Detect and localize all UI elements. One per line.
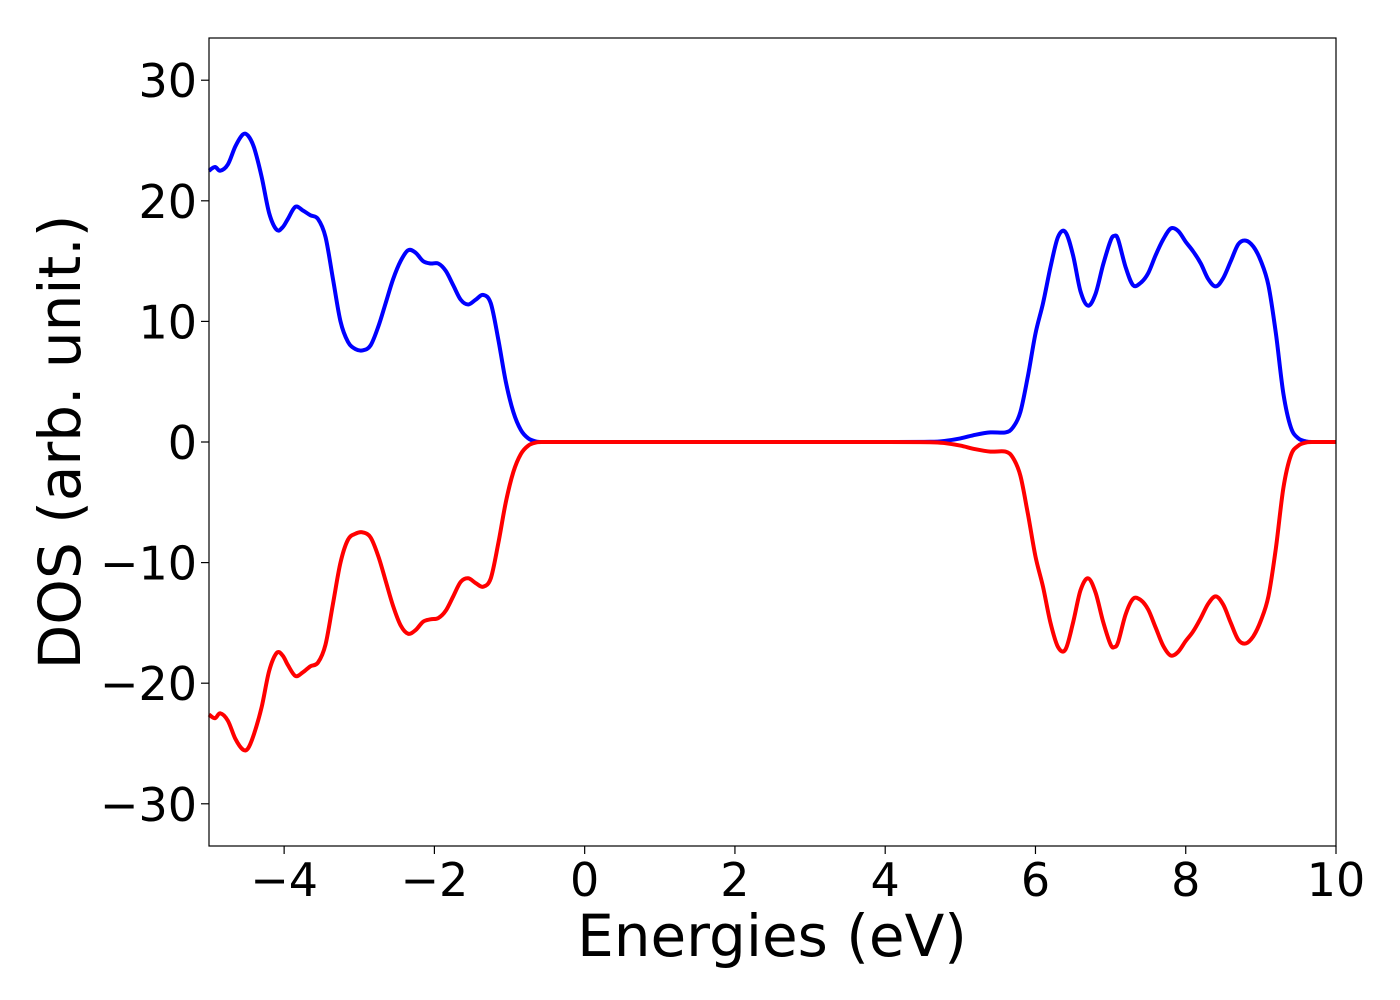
y-tick-label: 0 [168, 416, 197, 470]
y-axis-ticks: 30 20 10 0 −10 −20 −30 [100, 54, 209, 832]
x-tick-label: −4 [250, 853, 318, 907]
x-tick-label: 4 [871, 853, 900, 907]
x-tick-label: −2 [400, 853, 468, 907]
x-tick-label: 6 [1021, 853, 1050, 907]
series-lines [207, 131, 1336, 753]
y-axis-label: DOS (arb. unit.) [26, 215, 94, 670]
y-tick-label: −20 [100, 657, 197, 711]
x-tick-label: 0 [570, 853, 599, 907]
y-tick-label: 20 [138, 175, 197, 229]
x-axis-ticks: −4 −2 0 2 4 6 8 10 [250, 846, 1365, 907]
series-line-red [207, 439, 1336, 753]
y-tick-label: −10 [100, 537, 197, 591]
x-tick-label: 10 [1307, 853, 1366, 907]
y-tick-label: −30 [100, 778, 197, 832]
y-tick-label: 10 [138, 295, 197, 349]
x-axis-label: Energies (eV) [577, 902, 967, 970]
x-tick-label: 8 [1171, 853, 1200, 907]
x-tick-label: 2 [720, 853, 749, 907]
y-tick-label: 30 [138, 54, 197, 108]
